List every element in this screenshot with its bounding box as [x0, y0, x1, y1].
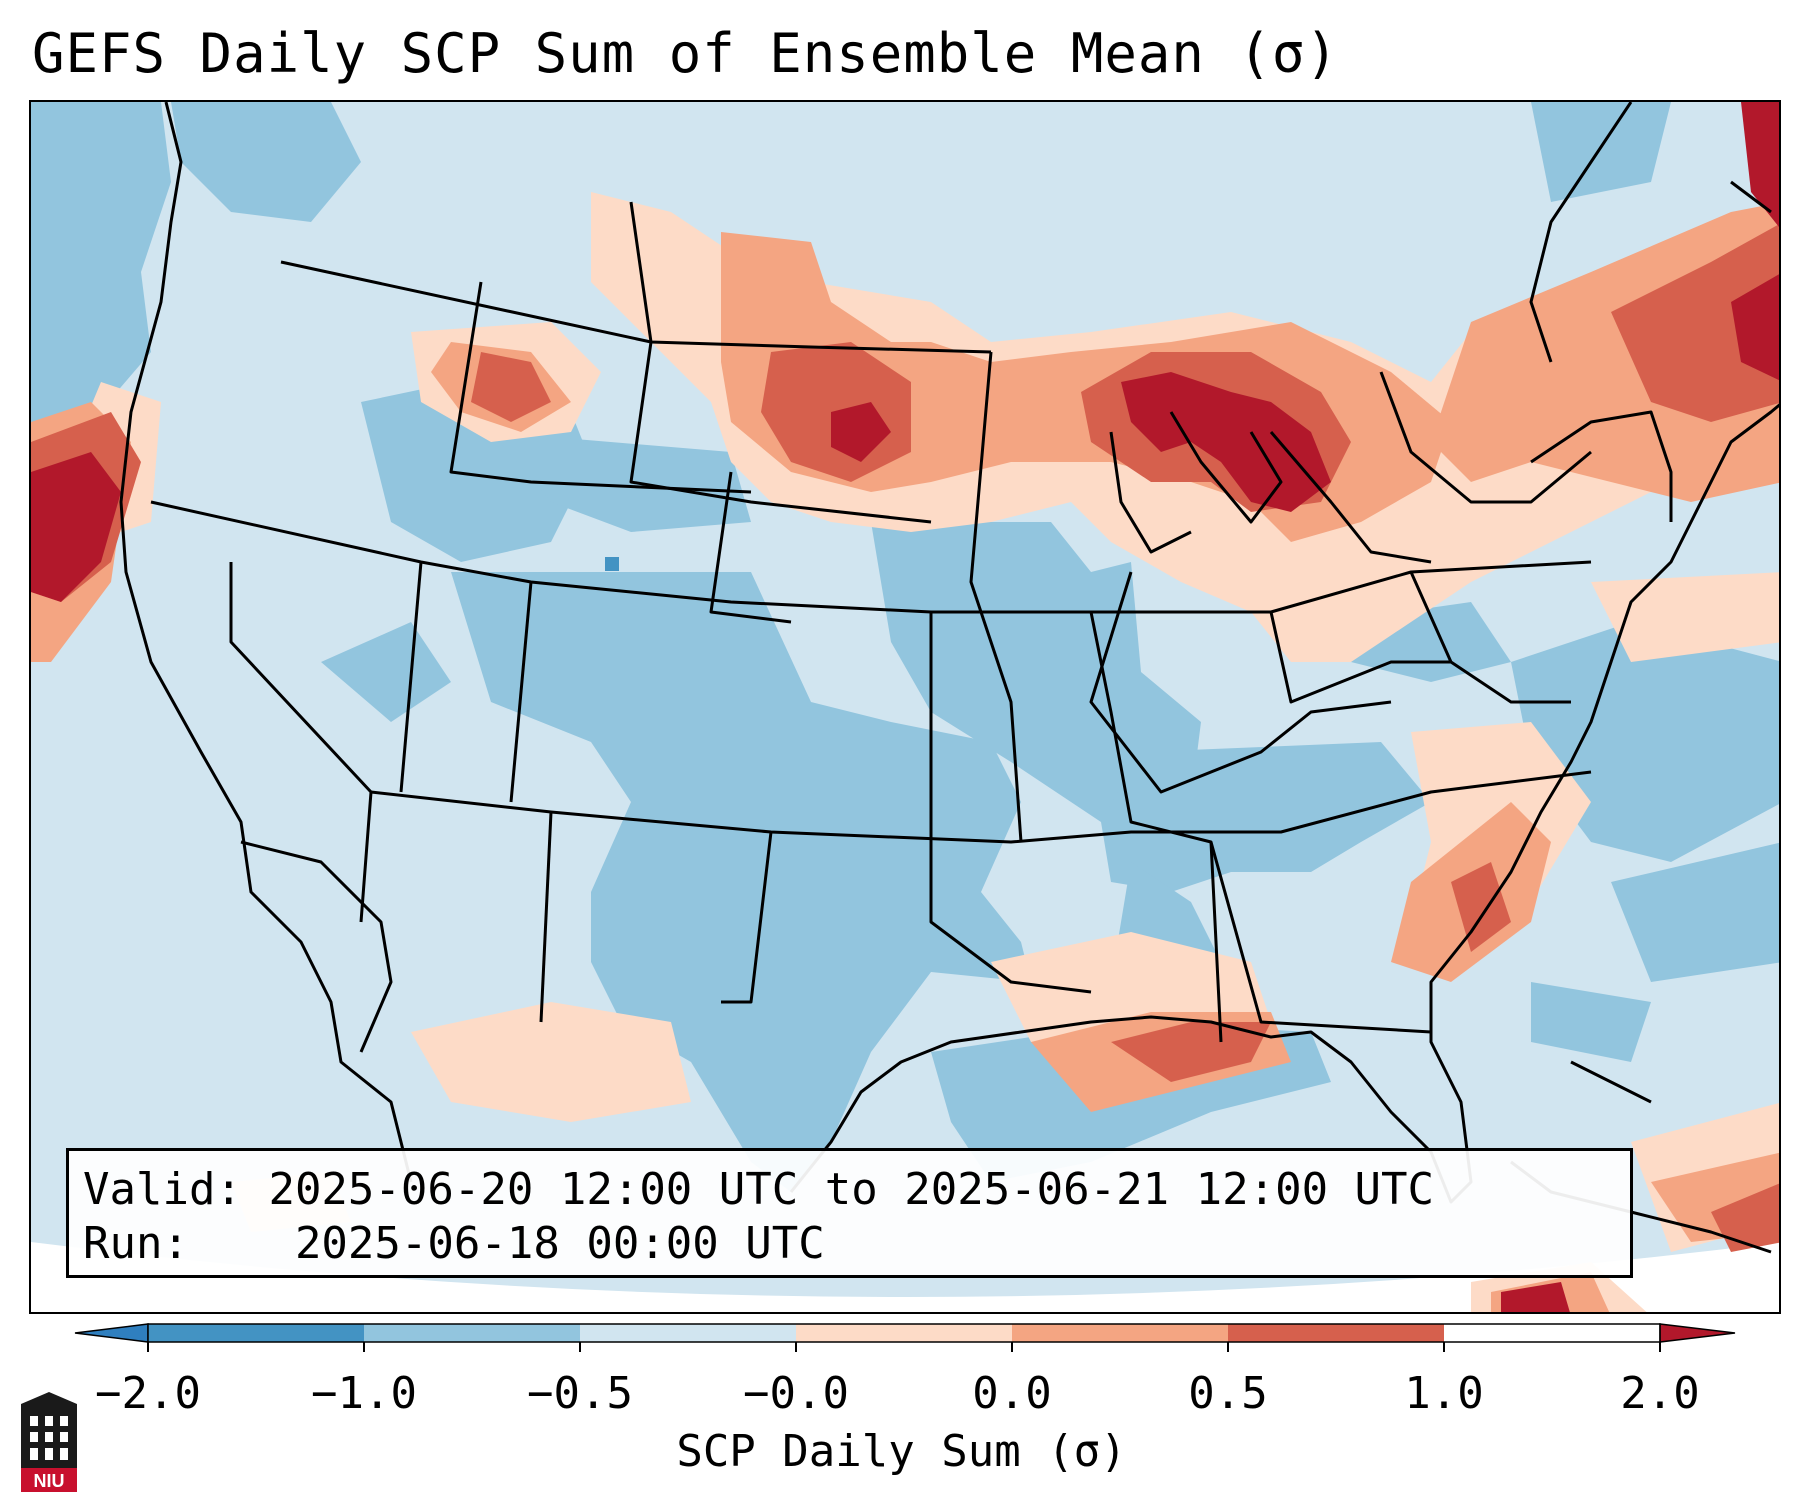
- strong-negative-cell: [605, 557, 619, 571]
- colorbar-outline: [147, 1323, 1661, 1343]
- colorbar-label: SCP Daily Sum (σ): [676, 1426, 1127, 1477]
- niu-logo: NIU: [21, 1392, 77, 1492]
- colorbar-tick-label: −0.5: [527, 1368, 633, 1419]
- colorbar-segment: [1012, 1324, 1228, 1342]
- colorbar-tick-label: −0.0: [743, 1368, 849, 1419]
- colorbar: [74, 1323, 1736, 1352]
- valid-label: Valid:: [83, 1164, 242, 1215]
- run-label: Run:: [83, 1218, 189, 1269]
- colorbar-extend-low: [74, 1323, 149, 1343]
- colorbar-segment: [1228, 1324, 1444, 1342]
- colorbar-tick-label: 2.0: [1620, 1368, 1700, 1419]
- run-line: Run: 2025-06-18 00:00 UTC: [83, 1217, 1616, 1271]
- colorbar-segment: [364, 1324, 580, 1342]
- colorbar-tick-label: 0.0: [972, 1368, 1052, 1419]
- extreme-positive-fill: [31, 102, 1779, 1312]
- negative-anomaly-fill: [31, 102, 1779, 1192]
- colorbar-tick-label: 0.5: [1188, 1368, 1268, 1419]
- atlantic-gulf-coastline: [789, 403, 1779, 1204]
- anomaly-map: [31, 102, 1779, 1312]
- niu-logo-text: NIU: [34, 1471, 65, 1491]
- valid-value: 2025-06-20 12:00 UTC to 2025-06-21 12:00…: [268, 1164, 1435, 1215]
- colorbar-tick-label: 1.0: [1404, 1368, 1484, 1419]
- run-value: 2025-06-18 00:00 UTC: [294, 1218, 825, 1269]
- map-title: GEFS Daily SCP Sum of Ensemble Mean (σ): [32, 22, 1339, 85]
- canada-border: [280, 260, 992, 354]
- colorbar-tick-label: −2.0: [95, 1368, 201, 1419]
- colorbar-tick-label: −1.0: [311, 1368, 417, 1419]
- colorbar-segment: [796, 1324, 1012, 1342]
- colorbar-extend-high: [1659, 1323, 1736, 1343]
- pacific-coastline: [119, 102, 413, 1183]
- colorbar-segment: [148, 1324, 364, 1342]
- map-panel: [29, 100, 1781, 1314]
- boundaries: [119, 102, 1779, 1254]
- colorbar-segment: [580, 1324, 796, 1342]
- valid-line: Valid: 2025-06-20 12:00 UTC to 2025-06-2…: [83, 1163, 1616, 1217]
- valid-time-box: Valid: 2025-06-20 12:00 UTC to 2025-06-2…: [66, 1148, 1633, 1278]
